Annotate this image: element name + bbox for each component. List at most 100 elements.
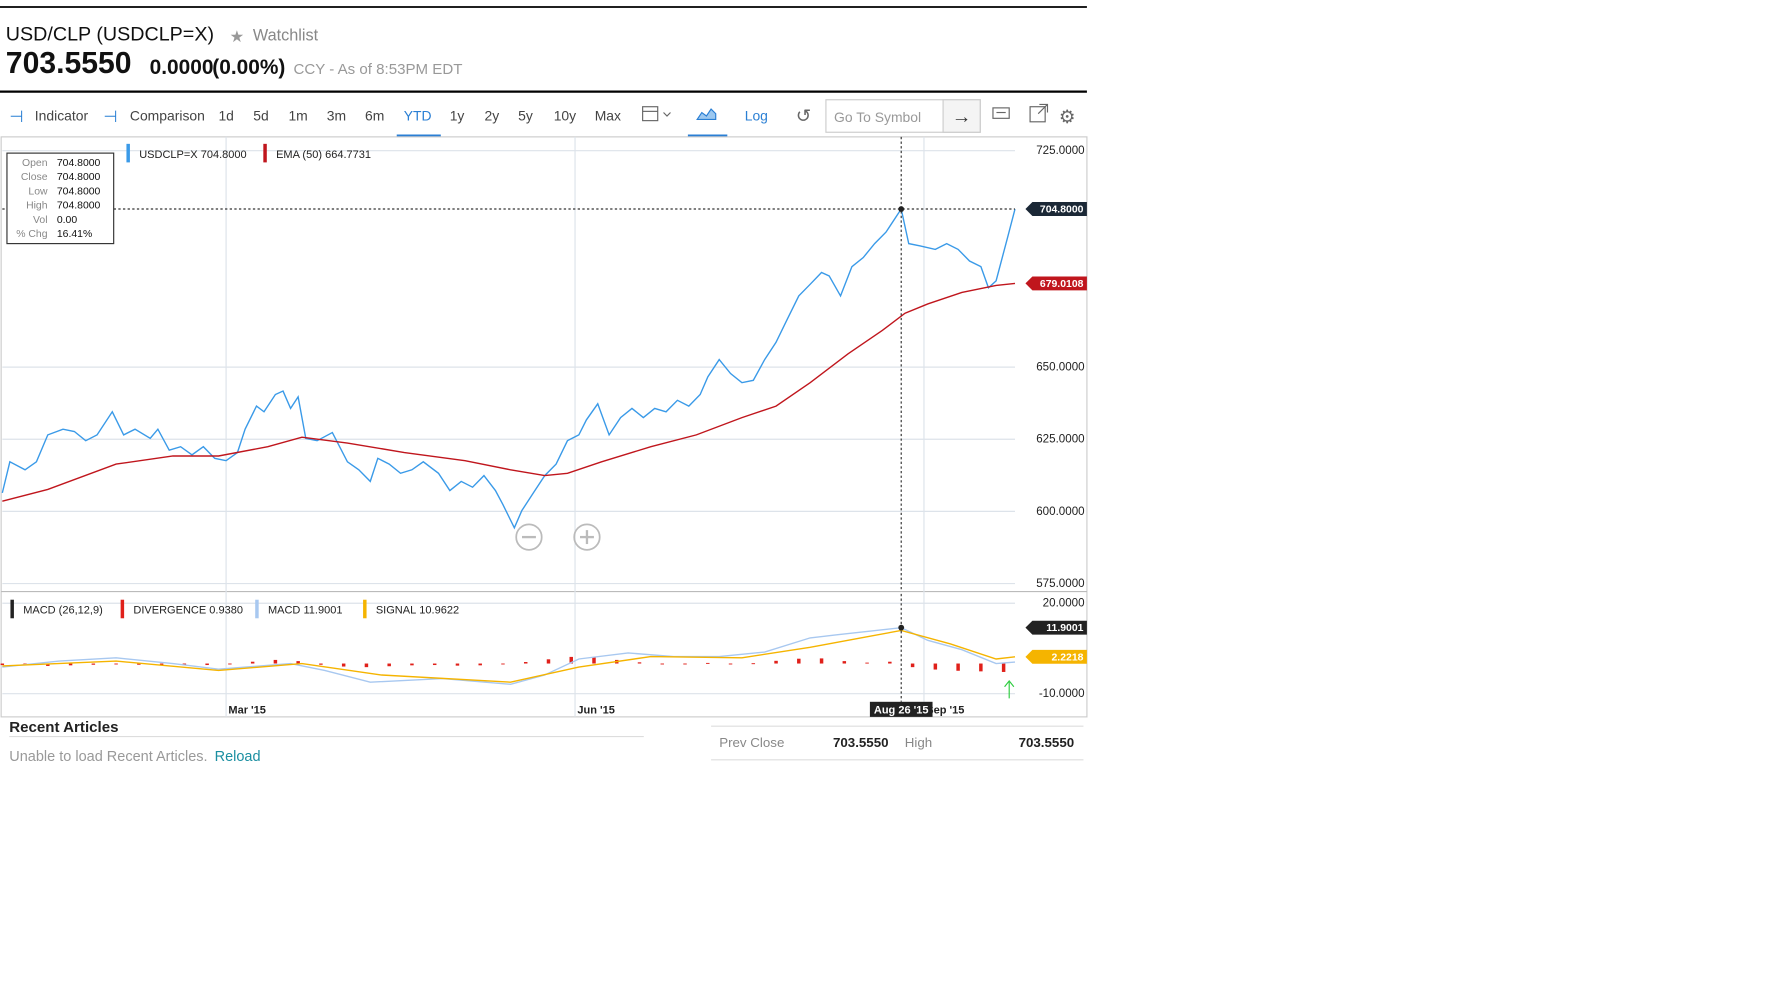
legend-text: EMA (50)	[276, 149, 322, 161]
divergence-bar	[1001, 663, 1006, 672]
popout-icon[interactable]	[1029, 103, 1049, 123]
quote-page: USD/CLP (USDCLP=X) ★ Watchlist 703.5550 …	[0, 0, 1090, 777]
tooltip-label: Low	[28, 186, 48, 197]
articles-message: Unable to load Recent Articles.	[9, 749, 207, 765]
last-value-flag	[1025, 649, 1087, 664]
go-button[interactable]	[942, 99, 981, 133]
divergence-bar	[273, 659, 278, 664]
legend-swatch	[120, 599, 125, 619]
divergence-bar	[797, 658, 801, 664]
legend-entry: EMA (50) 664.7731	[276, 149, 371, 161]
legend-text: SIGNAL	[376, 605, 416, 617]
legend-entry: USDCLP=X 704.8000	[139, 149, 246, 161]
settings-icon[interactable]: ⚙	[1059, 106, 1076, 127]
legend-text: MACD (26,12,9)	[23, 605, 103, 617]
legend-text: USDCLP=X	[139, 149, 198, 161]
legend-entry: MACD (26,12,9)	[23, 605, 103, 617]
divergence-bar	[0, 663, 5, 666]
y-tick-label: 625.0000	[1036, 433, 1084, 446]
screen: USD/CLP (USDCLP=X) ★ Watchlist 703.5550 …	[0, 6, 1088, 765]
divergence-bar	[728, 663, 733, 665]
divergence-bar	[592, 657, 596, 664]
high-value: 703.5550	[1019, 735, 1075, 750]
divergence-bar	[910, 663, 915, 668]
comparison-icon[interactable]: ⊣	[103, 108, 117, 126]
price: 703.5550	[6, 47, 132, 80]
undo-icon[interactable]: ↺	[796, 105, 812, 126]
watchlist[interactable]: Watchlist	[253, 27, 319, 45]
series-line	[1, 207, 1016, 530]
up-arrow	[1004, 679, 1015, 699]
range-button[interactable]: YTD	[404, 108, 432, 124]
legend-text: 11.9001	[303, 605, 342, 617]
print-icon[interactable]	[992, 107, 1010, 119]
indicator-icon[interactable]: ⊣	[9, 108, 23, 126]
chart-type-icon[interactable]	[687, 108, 728, 137]
comparison-button[interactable]: Comparison	[130, 108, 205, 124]
divergence-bar	[979, 663, 983, 672]
tooltip-box	[6, 152, 115, 245]
divergence-bar	[956, 663, 960, 671]
divergence-bar	[706, 662, 710, 664]
range-button[interactable]: Max	[595, 108, 621, 124]
x-tick-label: Mar '15	[228, 704, 266, 716]
divergence-bar	[455, 663, 460, 666]
y-tick-label: 650.0000	[1036, 361, 1084, 374]
tooltip-value: 0.00	[57, 215, 78, 226]
range-button[interactable]: 1d	[218, 108, 233, 124]
range-button[interactable]: 1m	[288, 108, 307, 124]
legend-entry: MACD 11.9001	[268, 605, 343, 617]
divergence-bar	[137, 663, 141, 665]
range-button[interactable]: 5d	[253, 108, 268, 124]
range-button[interactable]: 10y	[554, 108, 576, 124]
tooltip-value: 704.8000	[57, 158, 101, 169]
divergence-bar	[683, 663, 687, 665]
divergence-bar	[91, 663, 96, 665]
legend-swatch	[10, 599, 14, 619]
legend-text: 664.7731	[325, 149, 371, 161]
range-button[interactable]: 2y	[484, 108, 499, 124]
legend-text: 704.8000	[201, 149, 247, 161]
series-line	[2, 282, 1016, 502]
divergence-bar	[432, 663, 437, 666]
go-arrow[interactable]: →	[952, 106, 972, 128]
last-value-label: 679.0108	[1040, 279, 1084, 290]
divergence-bar	[341, 663, 346, 667]
divergence-bar	[569, 656, 573, 664]
range-group: 1d 5d 1m 3m 6m YTD 1y 2y 5y 10y Max	[218, 108, 621, 124]
divergence-bar	[933, 663, 938, 670]
divergence-bar	[842, 661, 847, 664]
divergence-bar	[114, 663, 118, 665]
zoom-in[interactable]	[573, 523, 601, 551]
legend-swatch	[363, 599, 367, 619]
tooltip-value: 16.41%	[57, 229, 92, 240]
divergence-bar	[637, 662, 642, 664]
log-button[interactable]: Log	[745, 108, 768, 124]
calendar-icon[interactable]	[642, 106, 671, 122]
crosshair-value-label: 11.9001	[1046, 623, 1083, 634]
range-button[interactable]: 6m	[365, 108, 384, 124]
crosshair-date-label: Aug 26 '15	[874, 704, 929, 716]
reload-link[interactable]: Reload	[215, 749, 261, 765]
range-button[interactable]: 5y	[518, 108, 533, 124]
tooltip-label: High	[26, 201, 48, 212]
legend-swatch	[126, 143, 130, 163]
x-tick-label: Sep '15	[926, 704, 964, 716]
y-tick-label: 575.0000	[1036, 577, 1084, 590]
range-button[interactable]: 3m	[327, 108, 346, 124]
series-line	[2, 626, 1016, 685]
range-button[interactable]: 1y	[450, 108, 465, 124]
prev-close-value: 703.5550	[833, 735, 889, 750]
divergence-bar	[46, 663, 50, 666]
legend-text: 10.9622	[419, 605, 459, 617]
star-icon[interactable]: ★	[230, 28, 245, 46]
legend-swatch	[255, 599, 259, 619]
crosshair-flag	[1025, 620, 1087, 635]
divergence-bar	[68, 663, 73, 666]
tooltip-label: Open	[22, 158, 48, 169]
zoom-out[interactable]	[515, 523, 543, 551]
indicator-button[interactable]: Indicator	[35, 108, 89, 124]
quote-meta: CCY - As of 8:53PM EDT	[293, 61, 462, 78]
search-placeholder[interactable]: Go To Symbol	[834, 109, 921, 125]
